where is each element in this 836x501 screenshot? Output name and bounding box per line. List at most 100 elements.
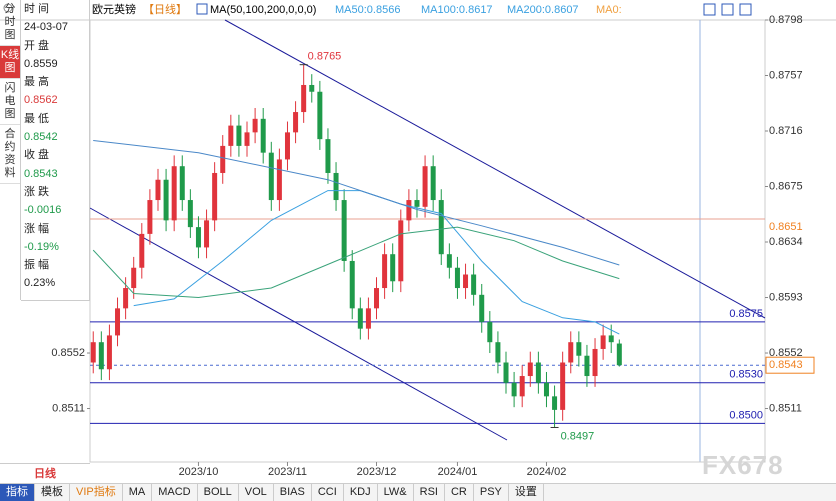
- toolbar-button[interactable]: 指标: [0, 484, 35, 501]
- level-label: 0.8530: [729, 369, 763, 381]
- level-label: 0.8651: [769, 221, 803, 233]
- toolbar-button[interactable]: KDJ: [344, 484, 378, 501]
- toolbar-button[interactable]: RSI: [414, 484, 445, 501]
- candle-body: [398, 220, 404, 282]
- candle-body: [220, 145, 226, 173]
- candle-body: [333, 172, 339, 201]
- high-label: 0.8765: [308, 51, 342, 63]
- icon-button[interactable]: [721, 3, 734, 16]
- candle-body: [236, 125, 242, 146]
- candle-body: [422, 166, 428, 207]
- y-tick-label: 0.8634: [769, 236, 803, 248]
- level-label: 0.8500: [729, 409, 763, 421]
- candle-body: [301, 84, 307, 113]
- view-tab[interactable]: 闪电图: [0, 79, 20, 125]
- ma-line: [92, 226, 620, 299]
- candle-body: [446, 254, 452, 268]
- info-value: 24-03-07: [24, 21, 69, 34]
- toolbar-button[interactable]: CR: [445, 484, 474, 501]
- candle-body: [349, 260, 355, 309]
- candle-body: [115, 308, 121, 336]
- candle-body: [276, 159, 282, 201]
- info-value: 0.8559: [24, 57, 58, 70]
- toolbar-button[interactable]: CCI: [312, 484, 344, 501]
- toolbar-button[interactable]: 设置: [509, 484, 544, 501]
- info-value: 0.8562: [24, 94, 58, 107]
- ma-legend: MA200:0.8607: [507, 4, 579, 16]
- candle-body: [163, 179, 169, 221]
- icon-button[interactable]: [739, 3, 752, 16]
- candle-body: [600, 335, 606, 349]
- view-tab[interactable]: K线图: [0, 46, 20, 79]
- candle-body: [592, 348, 598, 377]
- candle-body: [503, 362, 509, 383]
- candle-body: [511, 382, 517, 397]
- icon-button[interactable]: [703, 3, 716, 16]
- info-label: 开 盘: [24, 39, 50, 52]
- candle-body: [204, 220, 210, 248]
- info-value: -0.0016: [24, 204, 62, 217]
- candle-body: [608, 335, 614, 343]
- ma-legend: MA100:0.8617: [421, 4, 493, 16]
- toolbar-button[interactable]: LW&: [378, 484, 414, 501]
- x-tick-label: 2023/11: [268, 466, 307, 478]
- info-label: 涨 跌: [24, 185, 50, 198]
- candle-body: [560, 362, 566, 410]
- toolbar-button[interactable]: VOL: [239, 484, 274, 501]
- candle-body: [90, 342, 96, 363]
- trend-line-upper: [224, 19, 766, 319]
- candle-body: [382, 254, 388, 289]
- info-value: 0.8542: [24, 131, 58, 144]
- candle-body: [195, 227, 201, 248]
- candle-body: [268, 152, 274, 201]
- candle-body: [430, 166, 436, 201]
- candle-body: [576, 342, 582, 356]
- y-tick-label: 0.8511: [52, 402, 85, 414]
- toolbar-button[interactable]: 模板: [35, 484, 70, 501]
- info-label: 时 间: [24, 3, 50, 15]
- level-label: 0.8543: [769, 359, 803, 371]
- candle-body: [260, 118, 266, 153]
- y-tick-label: 0.8511: [769, 402, 802, 414]
- candle-body: [357, 308, 363, 329]
- info-label: 振 幅: [24, 259, 50, 272]
- ma-formula: MA(50,100,200,0,0,0): [210, 4, 316, 16]
- view-tab[interactable]: 分时图: [0, 0, 20, 46]
- period: 【日线】: [143, 2, 187, 16]
- y-tick-label: 0.8593: [769, 291, 803, 303]
- info-label: 涨 幅: [24, 222, 50, 235]
- window-icons: [703, 3, 752, 16]
- period-tab[interactable]: 日线: [0, 463, 90, 483]
- price-box: [765, 356, 815, 374]
- toolbar-button[interactable]: MACD: [152, 484, 198, 501]
- info-panel: 时 间 24-03-07 开 盘 0.8559 最 高 0.8562 最 低 0.8542 收 …: [21, 0, 90, 301]
- view-tab[interactable]: 合约资料: [0, 125, 20, 184]
- y-tick-label: 0.8552: [51, 347, 85, 359]
- candle-body: [98, 342, 104, 370]
- toolbar-button[interactable]: BOLL: [198, 484, 239, 501]
- toolbar-button[interactable]: MA: [123, 484, 153, 501]
- toolbar-button[interactable]: VIP指标: [70, 484, 123, 501]
- symbol: 欧元英镑: [92, 2, 136, 16]
- candle-body: [317, 91, 323, 140]
- settings-icon[interactable]: [3, 3, 13, 13]
- candle-body: [454, 267, 460, 289]
- toolbar: 指标 模板 VIP指标 MA MACD BOLL VOL BIAS CCI KDJ LW& RSI CR…: [0, 483, 836, 501]
- info-label: 最 低: [24, 112, 50, 125]
- ma-legend: MA0:: [596, 4, 622, 16]
- candle-body: [325, 139, 331, 173]
- y-tick-label: 0.8716: [769, 125, 803, 137]
- indicator-icon[interactable]: [196, 3, 208, 15]
- toolbar-button[interactable]: PSY: [474, 484, 509, 501]
- candle-body: [309, 84, 315, 92]
- candle-body: [228, 125, 234, 146]
- candle-body: [479, 294, 485, 322]
- x-tick-label: 2023/10: [179, 466, 219, 478]
- candle-body: [244, 132, 250, 146]
- candle-body: [106, 335, 112, 370]
- candle-body: [187, 200, 193, 228]
- toolbar-button[interactable]: BIAS: [274, 484, 312, 501]
- candle-body: [131, 267, 137, 289]
- candle-body: [365, 308, 371, 329]
